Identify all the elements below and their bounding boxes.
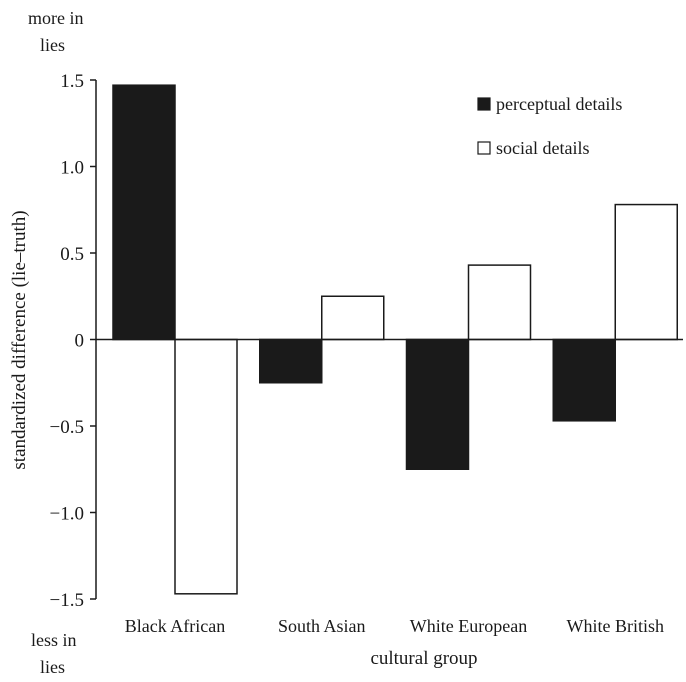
bar-perceptual-details-white-european xyxy=(405,338,470,470)
x-category-label: White British xyxy=(567,616,665,636)
legend-swatch xyxy=(477,97,491,111)
bar-perceptual-details-south-asian xyxy=(259,338,323,384)
legend-label: social details xyxy=(496,138,589,158)
y-tick-label: 1.0 xyxy=(60,158,84,179)
annotation-bottom-line-2: lies xyxy=(40,657,65,677)
y-tick-label: 0 xyxy=(75,331,85,352)
corner-note-bottom: less in lies xyxy=(31,630,77,677)
bar-social-details-white-european xyxy=(467,264,532,341)
bar-social-details-black-african xyxy=(174,338,238,595)
y-axis-title: standardized difference (lie–truth) xyxy=(9,210,30,469)
x-category-label: Black African xyxy=(125,616,225,636)
y-tick-label: −1.0 xyxy=(50,504,84,525)
legend: perceptual details social details xyxy=(477,94,622,158)
bars xyxy=(112,84,678,595)
x-axis: Black African South Asian White European Wh… xyxy=(96,338,683,636)
corner-note-top: more in lies xyxy=(28,8,84,55)
x-category-label: White European xyxy=(410,616,527,636)
bar-perceptual-details-white-british xyxy=(552,338,616,422)
y-axis: 1.5 1.0 0.5 0 −0.5 −1.0 −1.5 xyxy=(50,71,97,611)
y-tick-label: 1.5 xyxy=(60,71,84,92)
annotation-bottom-line-1: less in xyxy=(31,630,77,650)
y-tick-label: 0.5 xyxy=(60,244,84,265)
bar-perceptual-details-black-african xyxy=(112,84,176,341)
annotation-top-line-1: more in xyxy=(28,8,84,28)
x-axis-title: cultural group xyxy=(370,648,477,669)
annotation-top-line-2: lies xyxy=(40,35,65,55)
bar-social-details-south-asian xyxy=(321,295,385,341)
y-tick-label: −0.5 xyxy=(50,417,84,438)
legend-swatch xyxy=(477,141,491,155)
bar-social-details-white-british xyxy=(614,203,678,341)
y-tick-label: −1.5 xyxy=(50,590,84,611)
legend-label: perceptual details xyxy=(496,94,622,114)
x-category-label: South Asian xyxy=(278,616,366,636)
